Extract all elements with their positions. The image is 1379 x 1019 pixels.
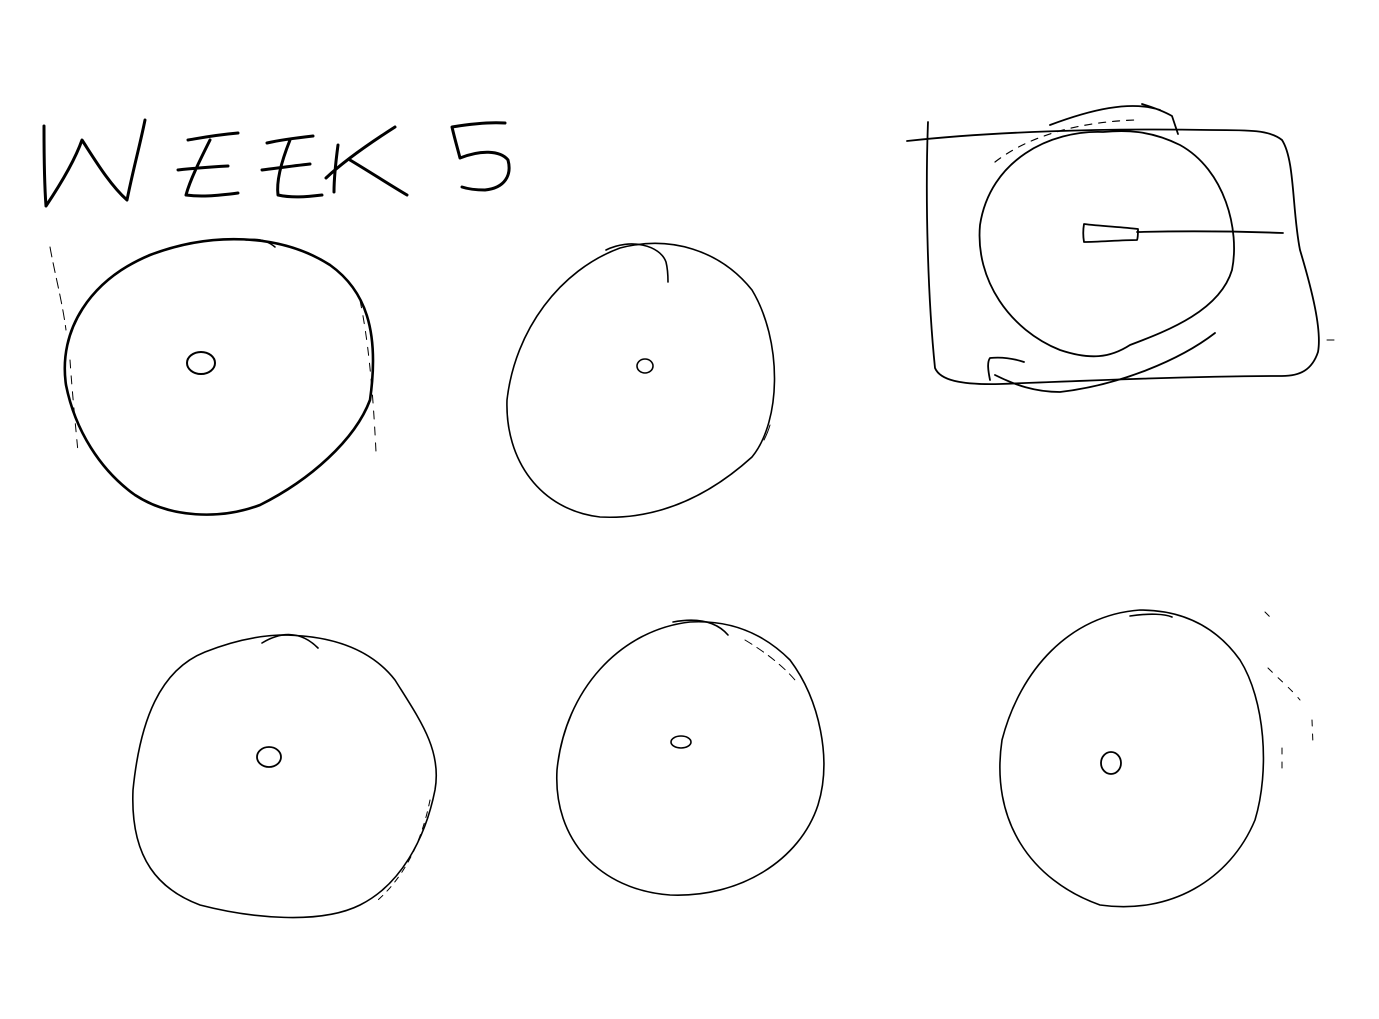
- circle-4-center-mark: [670, 735, 692, 749]
- circle-3-center-mark: [256, 746, 282, 768]
- counterclockwise-arrow-icon: [987, 332, 1216, 393]
- title-digit-5: [450, 121, 511, 192]
- diagram-inner-circle: [978, 130, 1235, 358]
- title-letter-w: [42, 118, 147, 208]
- circle-5: [999, 609, 1314, 908]
- title-letter-e2: [260, 134, 324, 199]
- title-letter-k: [324, 125, 409, 197]
- circle-3: [132, 633, 438, 919]
- circle-2: [506, 242, 776, 519]
- circle-2-center-mark: [636, 358, 654, 374]
- circle-4: [556, 619, 825, 896]
- page-title: [42, 118, 511, 208]
- clockwise-arrow-icon: [1049, 103, 1179, 135]
- circle-1-center-mark: [186, 351, 216, 375]
- diagram-radius-line: [1136, 230, 1284, 234]
- title-letter-e1: [176, 131, 240, 198]
- diagram-axle: [1082, 223, 1139, 243]
- circle-1: [49, 237, 377, 516]
- rotation-diagram: [906, 103, 1335, 393]
- circle-5-center-mark: [1100, 751, 1122, 775]
- diagram-frame: [906, 121, 1320, 386]
